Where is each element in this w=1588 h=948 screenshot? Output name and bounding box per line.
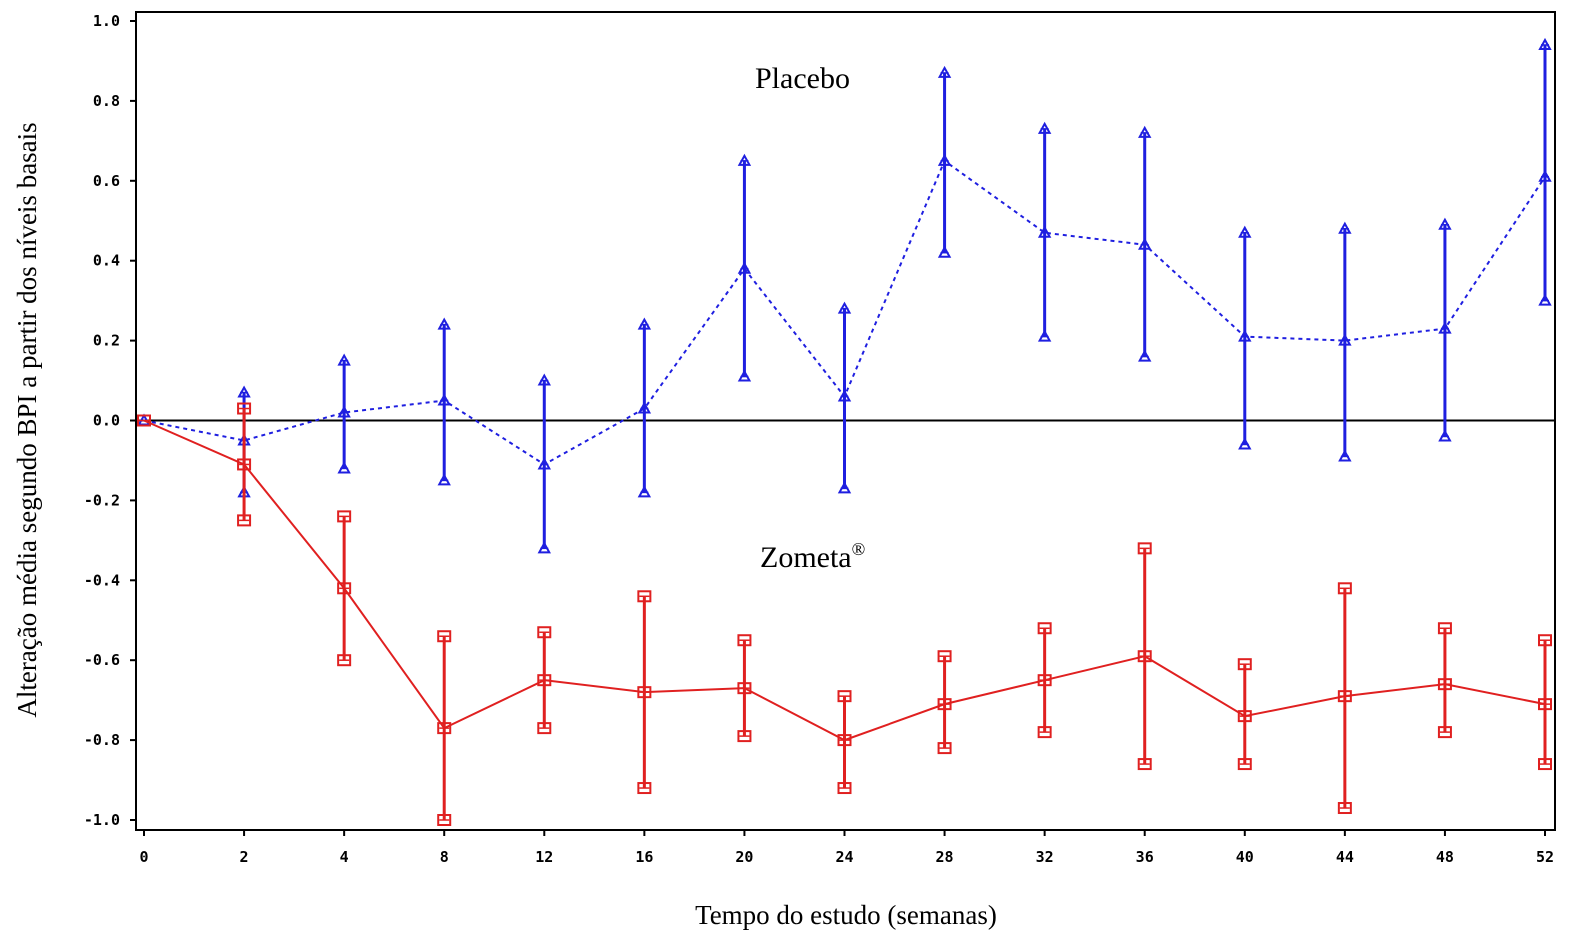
square-marker (737, 634, 752, 647)
square-marker (937, 698, 952, 711)
y-tick-label: -0.6 (84, 651, 120, 669)
y-tick-label: 0.6 (93, 172, 120, 190)
square-marker (437, 814, 452, 826)
square-marker (637, 782, 652, 795)
square-marker (1137, 758, 1152, 771)
y-tick-label: -0.4 (84, 571, 120, 589)
square-marker (1437, 726, 1452, 739)
x-tick-label: 24 (835, 848, 853, 866)
square-marker (1337, 802, 1352, 815)
x-tick-label: 52 (1536, 848, 1554, 866)
x-tick-label: 32 (1036, 848, 1054, 866)
x-tick-label: 44 (1336, 848, 1354, 866)
y-tick-label: 0.8 (93, 92, 120, 110)
square-marker (937, 650, 952, 663)
square-marker (837, 782, 852, 795)
square-marker (537, 722, 552, 735)
x-tick-label: 20 (735, 848, 753, 866)
y-tick-label: 0.4 (93, 252, 120, 270)
square-marker (637, 590, 652, 603)
square-marker (837, 690, 852, 703)
series-placebo (137, 37, 1552, 554)
square-marker (737, 730, 752, 743)
square-marker (1538, 758, 1552, 771)
x-tick-label: 48 (1436, 848, 1454, 866)
y-tick-label: -1.0 (84, 811, 120, 829)
x-tick-label: 4 (340, 848, 349, 866)
series-label-zometa: Zometa® (760, 539, 865, 574)
square-marker (1137, 542, 1152, 555)
square-marker (237, 402, 252, 415)
square-marker (637, 686, 652, 699)
square-marker (1137, 650, 1152, 663)
series-zometa (137, 402, 1552, 826)
registered-mark: ® (852, 539, 866, 559)
square-marker (1237, 758, 1252, 771)
square-marker (237, 458, 252, 471)
square-marker (737, 682, 752, 695)
x-axis-title: Tempo do estudo (semanas) (695, 900, 997, 930)
y-tick-label: 0.0 (93, 412, 120, 430)
square-marker (1037, 726, 1052, 739)
square-marker (937, 742, 952, 755)
x-tick-label: 28 (936, 848, 954, 866)
x-tick-label: 8 (440, 848, 449, 866)
square-marker (1437, 678, 1452, 691)
square-marker (1538, 634, 1552, 647)
y-tick-label: -0.8 (84, 731, 120, 749)
x-tick-label: 12 (535, 848, 553, 866)
series-layer (137, 37, 1552, 826)
square-marker (537, 674, 552, 687)
x-tick-label: 16 (635, 848, 653, 866)
square-marker (337, 510, 352, 523)
x-tick-label: 40 (1236, 848, 1254, 866)
square-marker (437, 630, 452, 643)
square-marker (237, 514, 252, 527)
x-tick-label: 2 (240, 848, 249, 866)
square-marker (437, 722, 452, 735)
y-axis: 1.0 0.8 0.6 0.4 0.2 0.0 -0.2 -0.4 -0.6 -0.8 -1.0 (84, 12, 136, 829)
square-marker (837, 734, 852, 747)
annotation-layer: Placebo Zometa® (755, 62, 865, 574)
square-marker (1437, 622, 1452, 635)
square-marker (337, 654, 352, 667)
x-tick-label: 36 (1136, 848, 1154, 866)
y-axis-title: Alteração média segundo BPI a partir dos… (12, 122, 42, 717)
y-tick-label: 0.2 (93, 332, 120, 350)
x-tick-label: 0 (139, 848, 148, 866)
square-marker (537, 626, 552, 639)
square-marker (1037, 622, 1052, 635)
x-axis: 0 2 4 8 12 16 20 24 28 32 36 40 44 48 52 (139, 830, 1554, 866)
series-label-placebo: Placebo (755, 62, 850, 95)
y-tick-label: -0.2 (84, 491, 120, 509)
y-tick-label: 1.0 (93, 12, 120, 30)
square-marker (1337, 690, 1352, 703)
square-marker (1237, 710, 1252, 723)
square-marker (1337, 582, 1352, 595)
square-marker (1037, 674, 1052, 687)
square-marker (137, 414, 151, 427)
square-marker (1237, 658, 1252, 671)
square-marker (1538, 698, 1552, 711)
square-marker (337, 582, 352, 595)
